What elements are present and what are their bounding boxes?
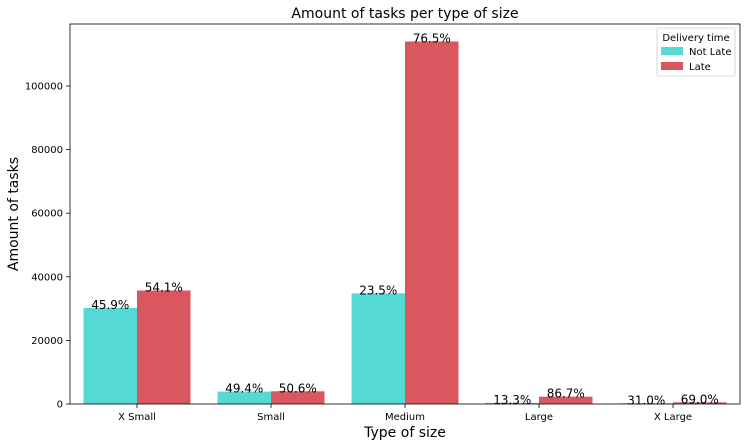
x-axis-label: Type of size — [363, 425, 446, 441]
x-tick-label: Large — [525, 412, 553, 423]
bar-not-late-large — [485, 402, 539, 404]
y-tick-label: 60000 — [31, 209, 63, 220]
bar-late-medium — [405, 41, 459, 405]
data-label-late-large: 86.7% — [547, 387, 585, 401]
legend-swatch-late — [661, 62, 683, 70]
bar-not-late-small — [217, 391, 271, 404]
x-tick-label: X Small — [118, 412, 156, 423]
data-label-not-late-medium: 23.5% — [359, 283, 397, 297]
x-tick-label: Medium — [385, 412, 425, 423]
legend-label-not-late: Not Late — [689, 47, 731, 58]
y-tick-label: 0 — [57, 400, 63, 411]
data-label-not-late-large: 13.3% — [493, 393, 531, 407]
data-label-late-medium: 76.5% — [413, 31, 451, 45]
data-label-not-late-x-large: 31.0% — [627, 393, 665, 407]
chart-title: Amount of tasks per type of size — [291, 6, 518, 22]
bar-late-large — [539, 396, 593, 404]
data-label-late-x-large: 69.0% — [681, 392, 719, 406]
y-tick-label: 40000 — [31, 272, 63, 283]
bar-not-late-medium — [351, 293, 405, 404]
bar-late-small — [271, 391, 325, 404]
data-label-not-late-x-small: 45.9% — [91, 298, 129, 312]
data-label-late-small: 50.6% — [279, 381, 317, 395]
x-tick-label: Small — [257, 412, 285, 423]
x-tick-label: X Large — [654, 412, 692, 423]
bar-not-late-x-small — [83, 307, 137, 404]
data-label-not-late-small: 49.4% — [225, 382, 263, 396]
legend: Delivery time Not Late Late — [656, 27, 736, 77]
y-tick-label: 20000 — [31, 336, 63, 347]
y-tick-label: 100000 — [25, 82, 63, 93]
data-label-late-x-small: 54.1% — [145, 280, 183, 294]
y-axis-label: Amount of tasks — [6, 157, 22, 271]
legend-label-late: Late — [689, 62, 711, 73]
plot-area: 45.9% 49.4% 23.5% 13.3% 31.0% 54.1% 50.6% 76.5%… — [25, 23, 741, 423]
bar-late-x-large — [673, 402, 727, 404]
legend-swatch-not-late — [661, 47, 683, 55]
y-tick-label: 80000 — [31, 145, 63, 156]
legend-title: Delivery time — [662, 33, 729, 44]
bar-late-x-small — [137, 290, 191, 404]
